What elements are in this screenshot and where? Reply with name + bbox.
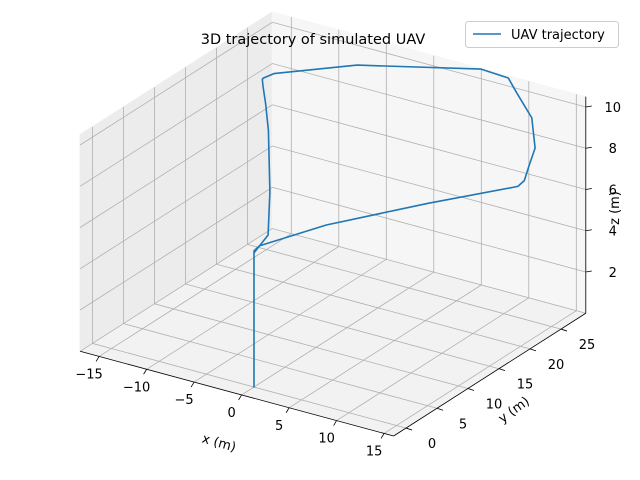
z-tick-label: 8 [609, 142, 617, 157]
axis-lines [79, 96, 587, 437]
grid-lines [79, 17, 586, 434]
y-tick-label: 20 [548, 358, 565, 373]
tick-marks [95, 105, 592, 439]
z-tick-label: 10 [605, 101, 622, 116]
z-axis-label: z (m) [608, 191, 623, 225]
series-line-uav-trajectory [253, 64, 536, 388]
y-tick [529, 348, 537, 352]
y-tick [498, 368, 506, 372]
z-gridline [79, 228, 586, 352]
z-gridline [79, 186, 586, 311]
tick-labels: −15 −10 −5 0 5 10 15 0 5 10 15 20 25 2 4 6 8 10 [75, 101, 621, 459]
z-tick [585, 229, 592, 232]
y-tick [436, 407, 444, 411]
x-axis-line [79, 350, 394, 437]
y-tick [560, 328, 568, 332]
y-tick-label: 25 [579, 338, 596, 353]
chart-title: 3D trajectory of simulated UAV [201, 32, 426, 48]
x-tick [333, 420, 337, 426]
x-tick-label: −15 [75, 367, 102, 382]
series-lines [253, 64, 536, 388]
x-tick [190, 381, 195, 388]
y-axis-line [393, 312, 587, 437]
z-tick [585, 188, 592, 190]
x-tick-label: −10 [123, 380, 150, 395]
z-gridline [79, 104, 586, 228]
legend-label-uav-trajectory: UAV trajectory [511, 28, 605, 43]
x-tick [143, 369, 147, 375]
z-tick [585, 105, 592, 108]
z-tick [585, 270, 592, 273]
x-tick [238, 394, 242, 401]
z-tick [585, 146, 592, 149]
x-tick-label: 10 [318, 432, 335, 447]
legend-box [465, 21, 619, 48]
y-tick-label: 15 [517, 378, 534, 393]
y-tick-label: 10 [486, 397, 503, 412]
x-tick-label: 5 [275, 419, 283, 434]
y-tick [405, 427, 413, 431]
x-tick [380, 433, 385, 439]
legend: UAV trajectory [465, 21, 619, 48]
x-tick-label: −5 [175, 393, 194, 408]
x-tick-label: 15 [366, 444, 383, 459]
axis-panes [78, 11, 588, 437]
z-gridline [79, 21, 586, 146]
y-tick-label: 0 [428, 437, 436, 452]
z-tick-label: 2 [609, 266, 617, 281]
z-tick-label: 4 [609, 225, 617, 240]
y-tick-label: 5 [459, 417, 467, 432]
z-tick-label: 6 [609, 183, 617, 198]
y-tick [467, 388, 475, 391]
z-gridline [79, 145, 586, 270]
x-tick [285, 407, 290, 413]
x-tick [95, 356, 100, 362]
z-gridline [79, 63, 586, 187]
x-tick-label: 0 [227, 406, 235, 421]
